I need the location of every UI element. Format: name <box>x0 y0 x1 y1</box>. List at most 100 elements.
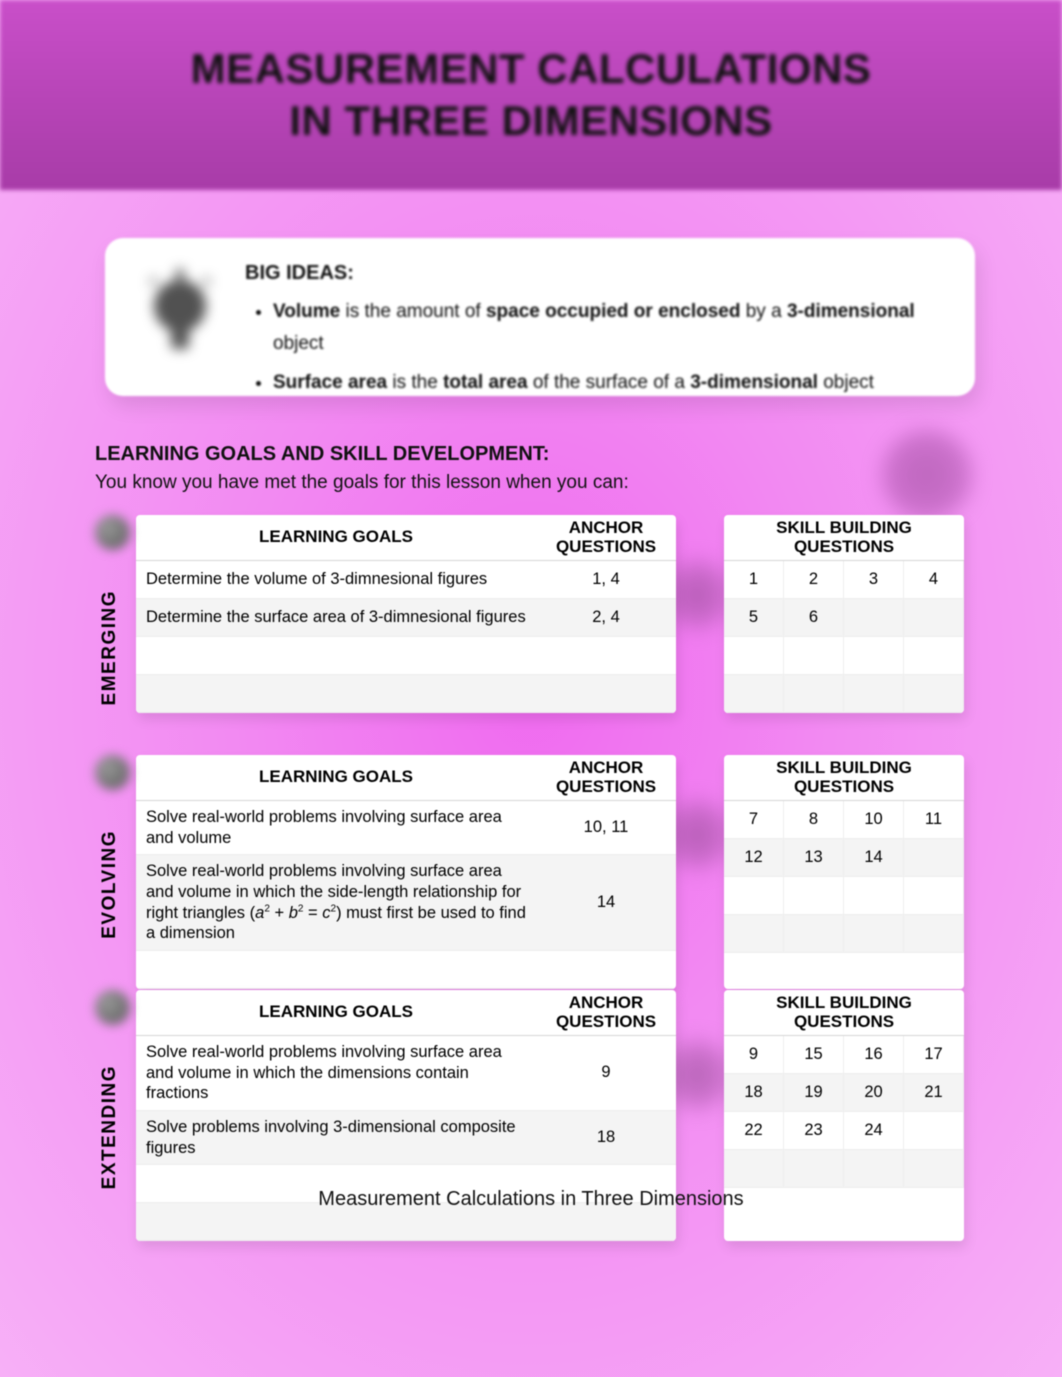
col-header-anchor: ANCHOR QUESTIONS <box>536 755 676 800</box>
skill-grid: 781011 121314 <box>724 801 964 953</box>
col-header-skill: SKILL BUILDING QUESTIONS <box>724 755 964 800</box>
page-title: MEASUREMENT CALCULATIONS IN THREE DIMENS… <box>191 43 872 148</box>
skill-cell <box>904 839 964 877</box>
goal-cell: Solve real-world problems involving surf… <box>136 1036 536 1110</box>
skill-cell: 13 <box>784 839 844 877</box>
skill-cell: 24 <box>844 1112 904 1150</box>
skill-cell: 23 <box>784 1112 844 1150</box>
col-header-anchor: ANCHOR QUESTIONS <box>536 515 676 560</box>
skill-cell: 19 <box>784 1074 844 1112</box>
big-idea-text: of the surface of a <box>528 372 691 393</box>
skill-cell <box>784 877 844 915</box>
big-idea-text: is the <box>387 372 443 393</box>
big-idea-bold: total area <box>443 372 527 393</box>
table-row: Solve problems involving 3-dimensional c… <box>136 1111 676 1165</box>
skill-cell <box>844 915 904 953</box>
skill-table: SKILL BUILDING QUESTIONS 123456 <box>724 515 964 713</box>
skill-cell: 4 <box>904 561 964 599</box>
skill-cell: 16 <box>844 1036 904 1074</box>
skill-cell: 12 <box>724 839 784 877</box>
skill-cell: 21 <box>904 1074 964 1112</box>
col-header-anchor: ANCHOR QUESTIONS <box>536 990 676 1035</box>
skill-cell: 6 <box>784 599 844 637</box>
skill-cell <box>844 675 904 713</box>
big-idea-bold: Volume <box>273 301 340 322</box>
table-row <box>136 951 676 989</box>
skill-cell: 7 <box>724 801 784 839</box>
goal-cell: Solve real-world problems involving surf… <box>136 801 536 854</box>
table-row: Determine the surface area of 3-dimnesio… <box>136 599 676 637</box>
skill-cell: 18 <box>724 1074 784 1112</box>
skill-cell: 15 <box>784 1036 844 1074</box>
skill-cell <box>904 675 964 713</box>
anchor-cell: 14 <box>536 893 676 912</box>
big-idea-text: by a <box>740 301 786 322</box>
col-header-goals: LEARNING GOALS <box>136 764 536 791</box>
skill-cell <box>784 675 844 713</box>
skill-grid: 915161718192021222324 <box>724 1036 964 1188</box>
footer-caption: Measurement Calculations in Three Dimens… <box>0 1188 1062 1211</box>
title-line-2: IN THREE DIMENSIONS <box>289 97 772 144</box>
lightbulb-icon <box>125 256 235 376</box>
skill-cell <box>724 1150 784 1188</box>
table-row: Solve real-world problems involving surf… <box>136 1036 676 1111</box>
skill-cell <box>904 915 964 953</box>
skill-cell: 22 <box>724 1112 784 1150</box>
goal-cell: Solve real-world problems involving surf… <box>136 855 536 950</box>
big-ideas-card: BIG IDEAS: Volume is the amount of space… <box>105 238 975 396</box>
anchor-cell: 9 <box>536 1063 676 1082</box>
skill-cell: 2 <box>784 561 844 599</box>
big-idea-item: Volume is the amount of space occupied o… <box>273 296 947 361</box>
col-header-skill: SKILL BUILDING QUESTIONS <box>724 990 964 1035</box>
skill-table: SKILL BUILDING QUESTIONS 781011 121314 <box>724 755 964 989</box>
col-header-goals: LEARNING GOALS <box>136 999 536 1026</box>
section-label: EVOLVING <box>95 830 125 939</box>
big-idea-text: object <box>273 333 324 354</box>
skill-cell <box>904 637 964 675</box>
skill-cell <box>844 599 904 637</box>
section-dot-icon <box>95 755 130 790</box>
big-idea-bold: space occupied or enclosed <box>486 301 740 322</box>
skill-cell <box>784 637 844 675</box>
table-row <box>136 637 676 675</box>
skill-cell <box>844 877 904 915</box>
section-emerging: EMERGING LEARNING GOALS ANCHOR QUESTIONS… <box>95 515 965 713</box>
table-row: Determine the volume of 3-dimnesional fi… <box>136 561 676 599</box>
goal-cell: Solve problems involving 3-dimensional c… <box>136 1111 536 1164</box>
skill-cell: 14 <box>844 839 904 877</box>
goal-cell <box>136 688 536 700</box>
skill-cell <box>724 637 784 675</box>
col-header-goals: LEARNING GOALS <box>136 524 536 551</box>
section-label: EMERGING <box>95 590 125 705</box>
goals-table: LEARNING GOALS ANCHOR QUESTIONS Determin… <box>136 515 676 713</box>
skill-cell: 11 <box>904 801 964 839</box>
learning-goals-intro: LEARNING GOALS AND SKILL DEVELOPMENT: Yo… <box>95 443 629 494</box>
goal-cell <box>136 963 536 975</box>
goal-cell: Determine the volume of 3-dimnesional fi… <box>136 563 536 596</box>
decorative-blob <box>882 430 972 520</box>
lg-heading: LEARNING GOALS AND SKILL DEVELOPMENT: <box>95 443 629 466</box>
skill-cell: 8 <box>784 801 844 839</box>
table-row: Solve real-world problems involving surf… <box>136 801 676 855</box>
skill-cell <box>724 877 784 915</box>
section-dot-icon <box>95 515 130 550</box>
goal-cell <box>136 650 536 662</box>
big-idea-bold: Surface area <box>273 372 387 393</box>
skill-cell <box>904 599 964 637</box>
big-idea-bold: 3-dimensional <box>690 372 818 393</box>
skill-cell <box>904 877 964 915</box>
skill-cell: 9 <box>724 1036 784 1074</box>
anchor-cell: 10, 11 <box>536 818 676 837</box>
table-row: Solve real-world problems involving surf… <box>136 855 676 951</box>
skill-cell: 3 <box>844 561 904 599</box>
anchor-cell: 1, 4 <box>536 570 676 589</box>
skill-cell: 10 <box>844 801 904 839</box>
big-idea-text: object <box>818 372 874 393</box>
lg-subheading: You know you have met the goals for this… <box>95 472 629 493</box>
big-idea-item: Surface area is the total area of the su… <box>273 367 947 399</box>
skill-cell <box>844 637 904 675</box>
anchor-cell: 2, 4 <box>536 608 676 627</box>
goal-cell <box>136 1216 536 1228</box>
anchor-cell: 18 <box>536 1128 676 1147</box>
skill-cell: 17 <box>904 1036 964 1074</box>
